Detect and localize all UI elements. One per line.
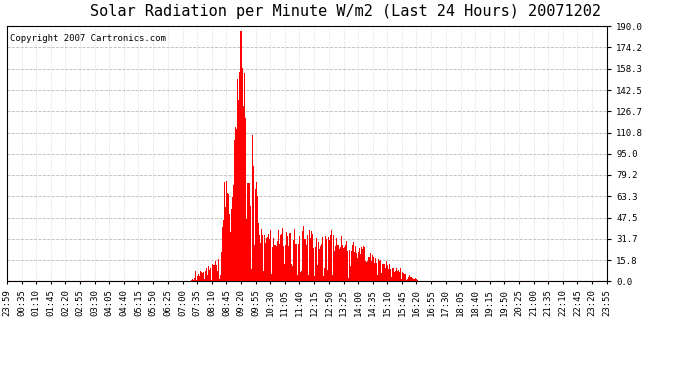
Text: Solar Radiation per Minute W/m2 (Last 24 Hours) 20071202: Solar Radiation per Minute W/m2 (Last 24…	[90, 4, 600, 19]
Text: Copyright 2007 Cartronics.com: Copyright 2007 Cartronics.com	[10, 34, 166, 43]
